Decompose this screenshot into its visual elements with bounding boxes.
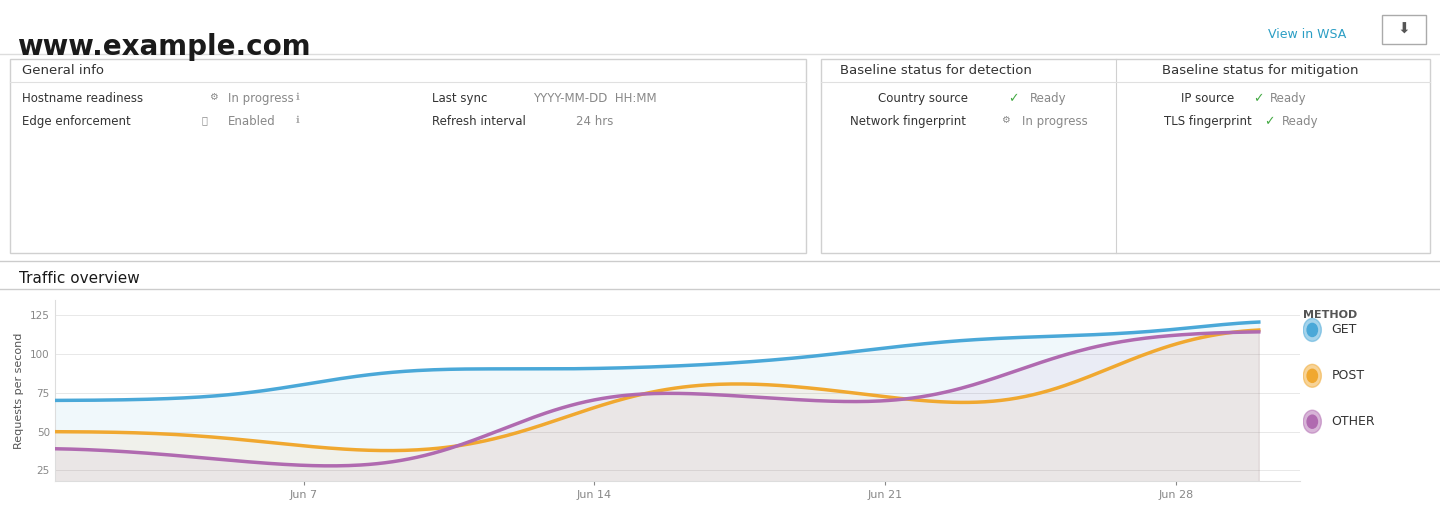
GET: [1138, 329, 1155, 335]
POST: [788, 383, 805, 390]
Text: GET: GET: [1332, 324, 1356, 336]
Text: POST: POST: [1332, 369, 1365, 382]
Text: ⬇: ⬇: [1398, 22, 1410, 37]
GET: [1061, 333, 1079, 339]
POST: [763, 382, 780, 388]
Text: IP source: IP source: [1181, 92, 1234, 105]
OTHER: [1142, 334, 1159, 340]
Text: ⚙: ⚙: [1001, 115, 1009, 125]
GET: [50, 397, 68, 403]
Text: 🛡: 🛡: [202, 115, 207, 125]
Line: GET: GET: [55, 322, 1259, 400]
Text: ✓: ✓: [1008, 92, 1018, 105]
OTHER: [768, 395, 785, 401]
POST: [1250, 327, 1267, 333]
FancyBboxPatch shape: [10, 59, 806, 253]
Text: Last sync: Last sync: [432, 92, 487, 105]
POST: [50, 429, 68, 435]
POST: [1066, 379, 1083, 386]
GET: [763, 357, 780, 363]
OTHER: [763, 395, 780, 401]
Text: ℹ: ℹ: [295, 92, 300, 102]
OTHER: [1066, 349, 1083, 355]
Text: In progress: In progress: [1022, 115, 1089, 128]
Text: Refresh interval: Refresh interval: [432, 115, 526, 128]
Text: Traffic overview: Traffic overview: [19, 271, 140, 286]
Line: POST: POST: [55, 330, 1259, 451]
OTHER: [46, 445, 63, 452]
Text: General info: General info: [22, 64, 104, 77]
Line: OTHER: OTHER: [55, 332, 1259, 466]
Circle shape: [1303, 365, 1322, 387]
OTHER: [1250, 329, 1267, 335]
Circle shape: [1308, 415, 1318, 428]
Circle shape: [1308, 369, 1318, 382]
GET: [1250, 319, 1267, 325]
Text: www.example.com: www.example.com: [17, 33, 311, 61]
POST: [1142, 349, 1159, 355]
Circle shape: [1303, 410, 1322, 433]
Text: OTHER: OTHER: [1332, 415, 1375, 428]
Text: Hostname readiness: Hostname readiness: [22, 92, 143, 105]
OTHER: [788, 396, 805, 402]
Text: YYYY-MM-DD  HH:MM: YYYY-MM-DD HH:MM: [533, 92, 657, 105]
POST: [46, 429, 63, 435]
Text: ⚙: ⚙: [209, 92, 217, 102]
Text: Baseline status for mitigation: Baseline status for mitigation: [1162, 64, 1358, 77]
FancyBboxPatch shape: [821, 59, 1430, 253]
GET: [783, 355, 801, 361]
Text: Baseline status for detection: Baseline status for detection: [840, 64, 1032, 77]
Text: Country source: Country source: [878, 92, 968, 105]
POST: [768, 382, 785, 388]
Text: 24 hrs: 24 hrs: [576, 115, 613, 128]
POST: [380, 447, 397, 454]
Text: ℹ: ℹ: [295, 115, 300, 125]
Text: METHOD: METHOD: [1303, 310, 1358, 321]
Text: Ready: Ready: [1282, 115, 1318, 128]
FancyBboxPatch shape: [1382, 15, 1426, 44]
Text: View in WSA: View in WSA: [1269, 28, 1346, 41]
Text: TLS fingerprint: TLS fingerprint: [1164, 115, 1251, 128]
GET: [759, 357, 776, 364]
OTHER: [50, 446, 68, 452]
Text: Ready: Ready: [1030, 92, 1066, 105]
Text: ✓: ✓: [1264, 115, 1274, 128]
Text: Edge enforcement: Edge enforcement: [22, 115, 131, 128]
Text: Enabled: Enabled: [228, 115, 275, 128]
Text: In progress: In progress: [228, 92, 294, 105]
Text: Ready: Ready: [1270, 92, 1306, 105]
OTHER: [320, 463, 337, 469]
Text: Network fingerprint: Network fingerprint: [850, 115, 966, 128]
Circle shape: [1308, 324, 1318, 336]
GET: [46, 397, 63, 403]
Y-axis label: Requests per second: Requests per second: [14, 332, 24, 449]
Circle shape: [1303, 318, 1322, 342]
Text: ✓: ✓: [1253, 92, 1263, 105]
